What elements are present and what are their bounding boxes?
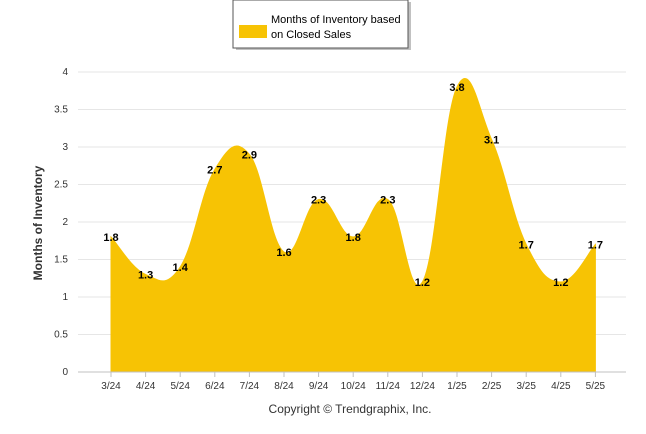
x-tick-label: 10/24 (341, 381, 366, 392)
y-tick-label: 2 (62, 217, 68, 228)
x-tick-label: 12/24 (410, 381, 435, 392)
legend-label-line1: Months of Inventory based (271, 14, 401, 26)
data-label: 1.7 (588, 240, 603, 252)
legend-swatch (239, 25, 267, 38)
x-tick-label: 5/25 (586, 381, 606, 392)
y-tick-label: 0.5 (54, 330, 68, 341)
data-label: 3.1 (484, 135, 499, 147)
x-tick-label: 6/24 (205, 381, 225, 392)
x-tick-label: 3/24 (101, 381, 121, 392)
y-axis-title: Months of Inventory (31, 165, 45, 280)
y-tick-label: 0 (62, 367, 68, 378)
x-tick-label: 4/24 (136, 381, 156, 392)
x-tick-label: 11/24 (376, 381, 401, 392)
data-label: 1.4 (173, 262, 189, 274)
x-tick-label: 8/24 (274, 381, 294, 392)
x-tick-label: 5/24 (170, 381, 190, 392)
x-tick-labels: 3/24 4/24 5/24 6/24 7/24 8/24 9/24 10/24 11/24 12… (101, 381, 605, 392)
data-label: 2.7 (207, 165, 222, 177)
copyright-footer: Copyright © Trendgraphix, Inc. (269, 402, 432, 416)
data-label: 1.2 (415, 277, 430, 289)
x-tick-label: 3/25 (516, 381, 536, 392)
legend[interactable]: Months of Inventory based on Closed Sale… (232, 0, 411, 50)
data-label: 1.8 (346, 232, 361, 244)
y-tick-label: 4 (62, 67, 68, 78)
y-tick-label: 1 (62, 292, 68, 303)
y-tick-label: 1.5 (54, 255, 68, 266)
legend-label-line2: on Closed Sales (271, 29, 352, 41)
data-label: 1.6 (276, 247, 291, 259)
y-tick-label: 2.5 (54, 180, 68, 191)
data-label: 3.8 (449, 82, 464, 94)
x-tick-label: 9/24 (309, 381, 329, 392)
data-labels: 1.8 1.3 1.4 2.7 2.9 1.6 2.3 1.8 2.3 1.2 3.8 3.1 1.7 1… (103, 82, 603, 289)
y-tick-label: 3.5 (54, 105, 68, 116)
data-label: 1.7 (519, 240, 534, 252)
legend-box (232, 0, 409, 49)
x-tick-label: 1/25 (447, 381, 467, 392)
data-label: 2.3 (380, 195, 395, 207)
y-tick-labels: 0 0.5 1 1.5 2 2.5 3 3.5 4 (54, 67, 68, 378)
x-tick-label: 7/24 (240, 381, 260, 392)
x-tick-label: 2/25 (482, 381, 502, 392)
series-area-fill (110, 78, 596, 373)
data-label: 2.3 (311, 195, 326, 207)
y-tick-label: 3 (62, 142, 68, 153)
series-area (110, 78, 596, 373)
x-tick-label: 4/25 (551, 381, 571, 392)
data-label: 1.3 (138, 270, 153, 282)
axes (78, 371, 626, 377)
data-label: 1.8 (103, 232, 118, 244)
data-label: 2.9 (242, 150, 257, 162)
data-label: 1.2 (553, 277, 568, 289)
